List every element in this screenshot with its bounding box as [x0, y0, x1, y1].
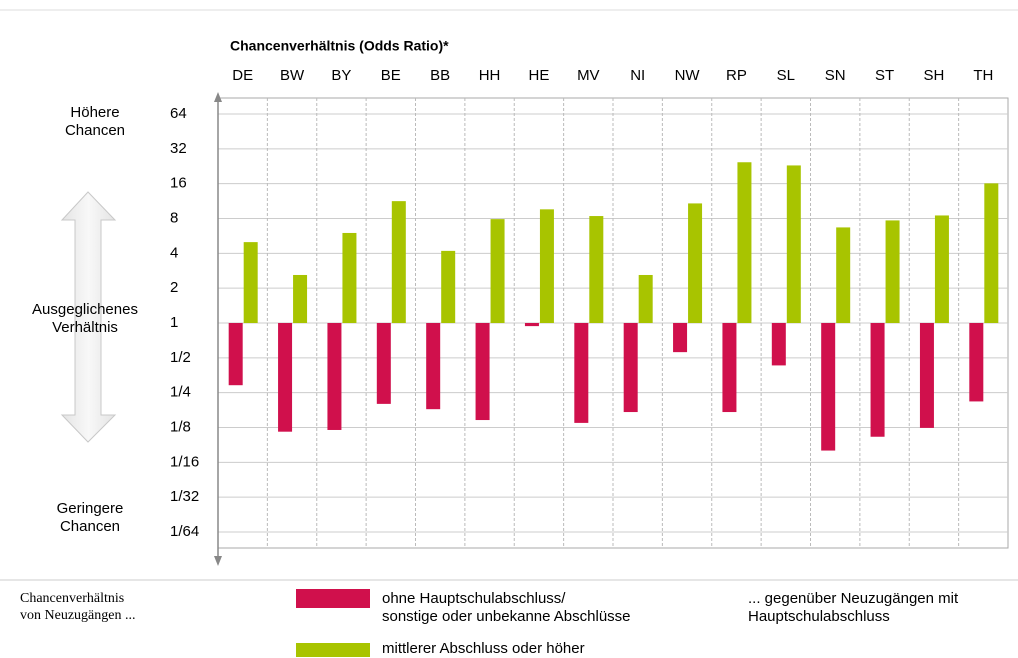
- bar: [391, 201, 406, 323]
- legend-entry: ohne Hauptschulabschluss/ sonstige oder …: [382, 590, 631, 625]
- y-tick-label: 1/2: [170, 349, 191, 366]
- double-arrow: [60, 191, 117, 443]
- bar: [885, 220, 900, 323]
- x-tick-label: SN: [825, 67, 846, 84]
- x-tick-label: NI: [630, 67, 645, 84]
- bar: [475, 323, 490, 421]
- y-tick-label: 1/4: [170, 384, 191, 401]
- bar: [836, 227, 851, 323]
- bar: [293, 274, 308, 323]
- bar: [376, 323, 391, 404]
- legend-swatch: [296, 643, 370, 657]
- y-tick-label: 32: [170, 140, 187, 157]
- x-tick-label: ST: [875, 67, 894, 84]
- y-axis-arrow: [214, 92, 222, 102]
- bar: [623, 323, 638, 413]
- bar: [934, 215, 949, 323]
- x-tick-label: TH: [973, 67, 993, 84]
- bar: [673, 323, 688, 353]
- axis-label-bottom: Geringere Chancen: [56, 500, 124, 535]
- x-tick-label: HH: [479, 67, 501, 84]
- axis-label-top: Höhere Chancen: [64, 104, 126, 139]
- bar: [441, 250, 456, 323]
- chart-title: Chancenverhältnis (Odds Ratio)*: [230, 38, 449, 54]
- bar: [589, 216, 604, 323]
- x-tick-label: BW: [280, 67, 305, 84]
- bar: [722, 323, 737, 413]
- bar: [870, 323, 885, 437]
- bar: [688, 203, 703, 323]
- bar: [228, 323, 243, 386]
- legend-title: Chancenverhältnis von Neuzugängen ...: [20, 591, 136, 623]
- legend-swatch: [296, 589, 370, 608]
- x-tick-label: MV: [577, 67, 600, 84]
- bar: [984, 183, 999, 323]
- y-axis-arrow: [214, 556, 222, 566]
- bar: [638, 274, 653, 323]
- bar: [574, 323, 589, 423]
- y-tick-label: 1: [170, 314, 178, 331]
- bar: [821, 323, 836, 451]
- bar: [243, 242, 258, 323]
- bar: [539, 209, 554, 323]
- bar: [426, 323, 441, 410]
- x-tick-label: SL: [777, 67, 795, 84]
- bar: [524, 323, 539, 327]
- x-tick-label: HE: [529, 67, 550, 84]
- y-tick-label: 1/32: [170, 488, 199, 505]
- x-tick-label: DE: [232, 67, 253, 84]
- y-tick-label: 16: [170, 175, 187, 192]
- legend-note: ... gegenüber Neuzugängen mit Hauptschul…: [748, 590, 959, 625]
- bar: [969, 323, 984, 402]
- bar: [786, 165, 801, 323]
- bar: [771, 323, 786, 366]
- y-tick-label: 2: [170, 279, 178, 296]
- x-tick-label: NW: [675, 67, 701, 84]
- y-tick-label: 64: [170, 105, 187, 122]
- bar: [327, 323, 342, 430]
- y-tick-label: 1/16: [170, 453, 199, 470]
- bar: [278, 323, 293, 432]
- x-tick-label: SH: [924, 67, 945, 84]
- bar: [342, 232, 357, 323]
- x-tick-label: BB: [430, 67, 450, 84]
- x-tick-label: BE: [381, 67, 401, 84]
- bar: [737, 162, 752, 323]
- bar: [490, 219, 505, 323]
- bar: [919, 323, 934, 428]
- y-tick-label: 1/8: [170, 418, 191, 435]
- y-tick-label: 8: [170, 209, 178, 226]
- axis-label-middle: Ausgeglichenes Verhältnis: [32, 301, 138, 336]
- y-tick-label: 4: [170, 244, 178, 261]
- x-tick-label: BY: [331, 67, 351, 84]
- y-tick-label: 1/64: [170, 523, 199, 540]
- legend-entry: mittlerer Abschluss oder höher: [382, 640, 585, 657]
- x-tick-label: RP: [726, 67, 747, 84]
